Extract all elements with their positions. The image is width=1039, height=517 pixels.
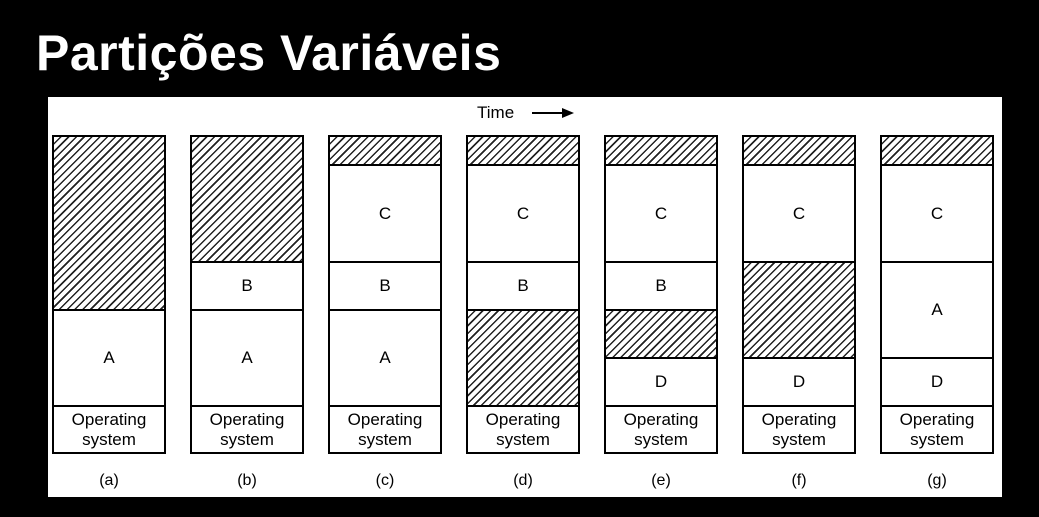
os-label-line1: Operating xyxy=(623,409,699,429)
operating-system-block: Operating system xyxy=(330,407,440,452)
free-hole xyxy=(744,137,854,166)
free-hole xyxy=(468,137,578,166)
process-label: A xyxy=(241,348,253,367)
process-block: C xyxy=(468,166,578,263)
operating-system-block: Operating system xyxy=(192,407,302,452)
process-label: D xyxy=(792,372,806,391)
process-label: D xyxy=(930,372,944,391)
memory-column: C D Operating system xyxy=(742,135,856,454)
process-block: D xyxy=(882,359,992,407)
page-title: Partições Variáveis xyxy=(36,25,502,81)
free-hole xyxy=(606,137,716,166)
column-caption: (d) xyxy=(513,472,533,489)
process-block: C xyxy=(744,166,854,263)
os-label-line2: system xyxy=(634,429,688,449)
memory-column: C B Operating system xyxy=(466,135,580,454)
memory-column: A Operating system xyxy=(52,135,166,454)
process-block: D xyxy=(606,359,716,407)
column-caption: (e) xyxy=(651,472,671,489)
os-label-line1: Operating xyxy=(761,409,837,429)
column-caption: (c) xyxy=(375,472,395,489)
free-hole xyxy=(606,311,716,359)
process-block: B xyxy=(606,263,716,311)
column-caption: (b) xyxy=(237,472,257,489)
os-label-line2: system xyxy=(358,429,412,449)
memory-column: C A D Operating system xyxy=(880,135,994,454)
os-label-line2: system xyxy=(82,429,136,449)
os-label-line1: Operating xyxy=(899,409,975,429)
process-label: C xyxy=(654,203,668,223)
process-label: D xyxy=(654,372,668,391)
column-caption: (g) xyxy=(927,472,947,489)
os-label-line1: Operating xyxy=(347,409,423,429)
os-label-line1: Operating xyxy=(71,409,147,429)
os-label-line1: Operating xyxy=(209,409,285,429)
column-caption: (a) xyxy=(99,472,119,489)
process-label: A xyxy=(931,300,943,319)
process-block: A xyxy=(330,311,440,407)
process-label: B xyxy=(655,276,667,295)
column-caption: (f) xyxy=(791,472,807,489)
process-label: A xyxy=(379,348,391,367)
process-block: B xyxy=(468,263,578,311)
memory-column: C B D Operating system xyxy=(604,135,718,454)
process-label: A xyxy=(103,348,115,367)
process-block: D xyxy=(744,359,854,407)
process-block: C xyxy=(882,166,992,263)
process-label: B xyxy=(241,276,253,295)
process-label: B xyxy=(379,276,391,295)
free-hole xyxy=(882,137,992,166)
free-hole xyxy=(468,311,578,407)
memory-column: C B A Operating system xyxy=(328,135,442,454)
process-block: C xyxy=(606,166,716,263)
operating-system-block: Operating system xyxy=(54,407,164,452)
process-label: C xyxy=(930,203,944,223)
operating-system-block: Operating system xyxy=(744,407,854,452)
free-hole xyxy=(330,137,440,166)
process-label: C xyxy=(516,203,530,223)
free-hole xyxy=(744,263,854,359)
process-block: B xyxy=(192,263,302,311)
operating-system-block: Operating system xyxy=(468,407,578,452)
process-label: C xyxy=(792,203,806,223)
time-label: Time xyxy=(477,103,515,122)
os-label-line2: system xyxy=(496,429,550,449)
operating-system-block: Operating system xyxy=(606,407,716,452)
free-hole xyxy=(192,137,302,263)
free-hole xyxy=(54,137,164,311)
process-label: C xyxy=(378,203,392,223)
os-label-line2: system xyxy=(220,429,274,449)
process-label: B xyxy=(517,276,529,295)
process-block: C xyxy=(330,166,440,263)
memory-column: B A Operating system xyxy=(190,135,304,454)
time-arrow-icon xyxy=(532,108,574,118)
process-block: A xyxy=(54,311,164,407)
operating-system-block: Operating system xyxy=(882,407,992,452)
os-label-line2: system xyxy=(910,429,964,449)
process-block: B xyxy=(330,263,440,311)
os-label-line1: Operating xyxy=(485,409,561,429)
os-label-line2: system xyxy=(772,429,826,449)
process-block: A xyxy=(882,263,992,359)
process-block: A xyxy=(192,311,302,407)
